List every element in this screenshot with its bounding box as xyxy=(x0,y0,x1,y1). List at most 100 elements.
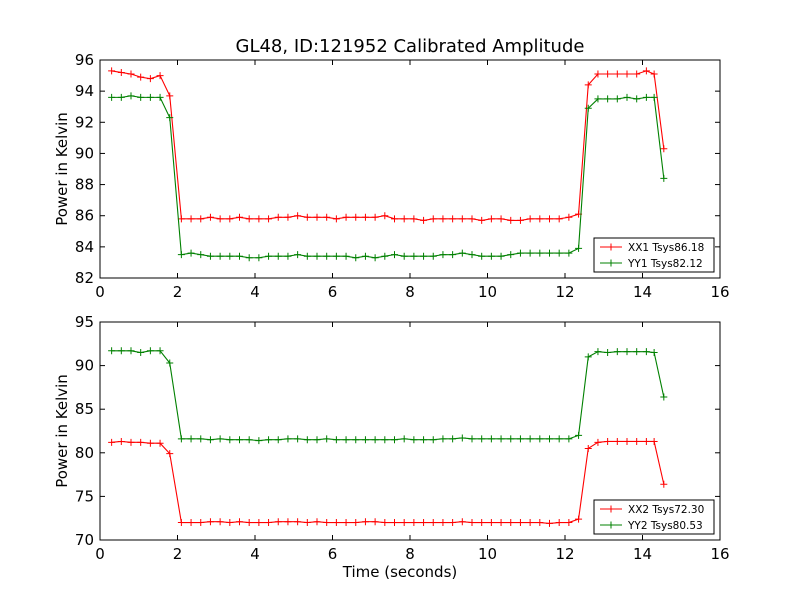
data-point xyxy=(410,436,418,444)
data-point xyxy=(146,75,154,83)
data-point xyxy=(216,252,224,260)
data-point xyxy=(245,436,253,444)
data-point xyxy=(507,216,515,224)
plot-area xyxy=(108,67,668,262)
data-point xyxy=(313,518,321,526)
data-point xyxy=(226,436,234,444)
data-point xyxy=(633,348,641,356)
x-tick-label: 0 xyxy=(95,545,105,563)
data-point xyxy=(156,439,164,447)
data-point xyxy=(660,145,668,153)
data-point xyxy=(342,436,350,444)
data-point xyxy=(206,252,214,260)
data-point xyxy=(352,254,360,262)
data-point xyxy=(284,518,292,526)
data-point xyxy=(294,212,302,220)
data-point xyxy=(487,519,495,527)
data-point xyxy=(526,519,534,527)
x-tick-label: 10 xyxy=(478,283,497,301)
data-point xyxy=(216,435,224,443)
data-point xyxy=(245,254,253,262)
data-point xyxy=(274,252,282,260)
y-tick-label: 96 xyxy=(75,51,94,69)
data-point xyxy=(633,437,641,445)
data-point xyxy=(284,213,292,221)
data-point xyxy=(478,519,486,527)
data-point xyxy=(236,213,243,221)
y-tick-label: 90 xyxy=(75,144,94,162)
data-point xyxy=(439,519,447,527)
data-point xyxy=(536,519,544,527)
data-point xyxy=(117,93,125,101)
data-point xyxy=(400,252,408,260)
data-point xyxy=(303,436,311,444)
data-point xyxy=(420,436,428,444)
data-point xyxy=(294,435,302,443)
data-point xyxy=(323,435,331,443)
data-point xyxy=(604,437,612,445)
data-point xyxy=(650,93,658,101)
data-point xyxy=(245,519,253,527)
y-tick-label: 95 xyxy=(75,313,94,331)
data-point xyxy=(449,251,457,259)
legend-entry-label: YY2 Tsys80.53 xyxy=(627,520,703,532)
data-point xyxy=(613,70,621,78)
data-point xyxy=(146,347,154,355)
legend-marker xyxy=(607,521,615,529)
data-point xyxy=(536,249,544,257)
data-point xyxy=(206,518,214,526)
data-point xyxy=(361,518,369,526)
x-tick-label: 6 xyxy=(328,545,338,563)
legend-marker xyxy=(607,243,615,251)
data-point xyxy=(342,519,350,527)
data-point xyxy=(197,435,205,443)
data-point xyxy=(197,251,205,259)
data-point xyxy=(565,435,573,443)
data-point xyxy=(236,252,243,260)
data-point xyxy=(410,215,418,223)
data-point xyxy=(516,249,524,257)
data-point xyxy=(650,349,658,357)
data-point xyxy=(127,438,135,446)
data-point xyxy=(166,92,174,100)
data-point xyxy=(255,215,263,223)
y-axis-label: Power in Kelvin xyxy=(53,112,71,226)
data-point xyxy=(108,347,116,355)
data-point xyxy=(137,93,145,101)
x-tick-label: 4 xyxy=(250,283,260,301)
data-point xyxy=(177,251,185,259)
data-point xyxy=(650,437,658,445)
data-point xyxy=(516,216,524,224)
data-point xyxy=(584,353,592,361)
data-point xyxy=(642,93,650,101)
data-point xyxy=(352,213,360,221)
data-point xyxy=(497,252,505,260)
data-point xyxy=(156,93,164,101)
data-point xyxy=(166,114,174,122)
x-tick-label: 2 xyxy=(173,283,183,301)
data-point xyxy=(236,436,243,444)
plot-area xyxy=(108,347,668,527)
data-point xyxy=(197,215,205,223)
data-point xyxy=(429,215,437,223)
data-point xyxy=(303,519,311,527)
data-point xyxy=(420,252,428,260)
data-point xyxy=(206,436,214,444)
data-point xyxy=(594,348,602,356)
data-point xyxy=(468,215,476,223)
data-point xyxy=(255,437,263,445)
data-point xyxy=(546,215,553,223)
x-tick-label: 2 xyxy=(173,545,183,563)
data-point xyxy=(117,437,125,445)
data-point xyxy=(613,95,621,103)
data-point xyxy=(633,95,641,103)
data-point xyxy=(245,215,253,223)
data-point xyxy=(458,518,466,526)
x-tick-label: 16 xyxy=(710,283,729,301)
data-point xyxy=(352,519,360,527)
data-point xyxy=(216,215,224,223)
data-point xyxy=(487,215,495,223)
data-point xyxy=(468,251,476,259)
data-point xyxy=(226,252,234,260)
